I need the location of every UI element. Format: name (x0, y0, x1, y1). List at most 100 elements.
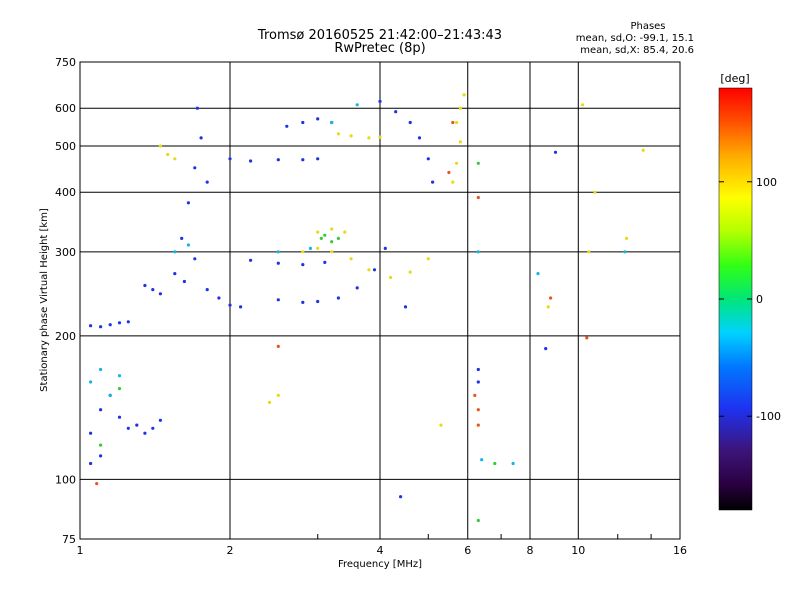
axis-ticks: 1 2 4 6 8 10 16 75 100 200 300 400 500 600 750 (55, 56, 687, 557)
data-point (182, 279, 186, 284)
data-point (158, 292, 162, 296)
data-point (99, 325, 103, 329)
data-point (367, 268, 371, 272)
data-point (108, 393, 112, 397)
phase-stats-x: mean, sd,X: 85.4, 20.6 (580, 45, 694, 56)
data-point (180, 236, 184, 240)
x-axis-label: Frequency [MHz] (338, 559, 422, 570)
data-point (301, 158, 305, 162)
data-point (431, 180, 435, 184)
data-point (301, 263, 305, 267)
data-point (126, 426, 130, 430)
data-point (301, 250, 305, 254)
data-point (378, 99, 382, 103)
data-point (199, 136, 203, 140)
data-point (473, 393, 477, 397)
data-point (403, 305, 408, 309)
data-point (641, 148, 645, 152)
data-point (193, 257, 197, 261)
data-point (336, 132, 340, 136)
data-point (451, 180, 455, 184)
x-tick-label: 2 (227, 544, 234, 557)
data-point (394, 110, 398, 114)
y-tick-label: 100 (55, 473, 76, 486)
x-tick-label: 6 (464, 544, 471, 557)
y-tick-label: 400 (55, 186, 76, 199)
data-point (89, 324, 93, 328)
data-point (623, 250, 627, 254)
data-point (476, 367, 480, 372)
y-axis-label: Stationary phase Virtual Height [km] (39, 208, 50, 392)
data-point (117, 374, 122, 378)
data-point (426, 257, 430, 261)
data-point (336, 296, 340, 300)
data-point (99, 367, 103, 372)
data-point (323, 233, 327, 237)
phase-stats-o: mean, sd,O: -99.1, 15.1 (576, 33, 694, 44)
data-point (581, 103, 585, 107)
data-point (228, 303, 232, 307)
data-point (126, 320, 130, 324)
data-point (349, 134, 353, 138)
data-point (476, 195, 480, 200)
data-point (108, 323, 112, 327)
data-point (166, 152, 170, 157)
data-point (173, 250, 177, 254)
data-point (462, 93, 466, 97)
data-point (117, 387, 122, 391)
data-point (249, 159, 253, 163)
data-point (308, 246, 312, 250)
y-tick-label: 750 (55, 56, 76, 69)
data-point (95, 482, 99, 486)
data-point (625, 236, 629, 240)
data-point (158, 418, 162, 422)
data-point (117, 321, 122, 325)
data-point (276, 298, 280, 302)
data-point (447, 170, 451, 175)
data-point (89, 380, 93, 384)
data-point (355, 286, 359, 290)
y-tick-label: 300 (55, 246, 76, 259)
data-point (330, 240, 334, 244)
data-point (476, 250, 480, 254)
data-point (99, 408, 103, 412)
data-point (143, 283, 147, 288)
data-point (455, 120, 459, 125)
data-point (408, 120, 412, 125)
chart-title: Tromsø 20160525 21:42:00–21:43:43 (257, 28, 502, 43)
x-tick-label: 16 (673, 544, 687, 557)
colorbar-label: [deg] (720, 72, 749, 85)
data-point (89, 431, 93, 435)
data-point (89, 461, 93, 466)
data-point (143, 431, 147, 435)
data-point (316, 117, 320, 121)
data-point (476, 161, 480, 165)
data-point (316, 299, 320, 304)
data-point (276, 393, 280, 397)
data-point (217, 296, 221, 300)
data-point (451, 120, 455, 125)
data-point (372, 268, 377, 272)
data-point (276, 250, 280, 254)
data-point (99, 454, 103, 458)
colorbar-tick-label: -100 (756, 410, 781, 423)
colorbar (718, 87, 753, 511)
data-point (117, 415, 122, 419)
data-point (151, 288, 155, 292)
data-point (316, 246, 320, 250)
data-point (458, 106, 462, 110)
data-point (349, 257, 353, 261)
data-point (301, 300, 305, 304)
data-point (493, 461, 497, 466)
data-point (417, 136, 422, 140)
data-point (249, 258, 253, 262)
data-point (323, 260, 327, 264)
data-point (549, 296, 553, 300)
data-point (399, 495, 403, 499)
data-point (593, 190, 597, 194)
data-point (426, 157, 430, 161)
data-point (173, 157, 177, 161)
y-tick-label: 600 (55, 102, 76, 115)
